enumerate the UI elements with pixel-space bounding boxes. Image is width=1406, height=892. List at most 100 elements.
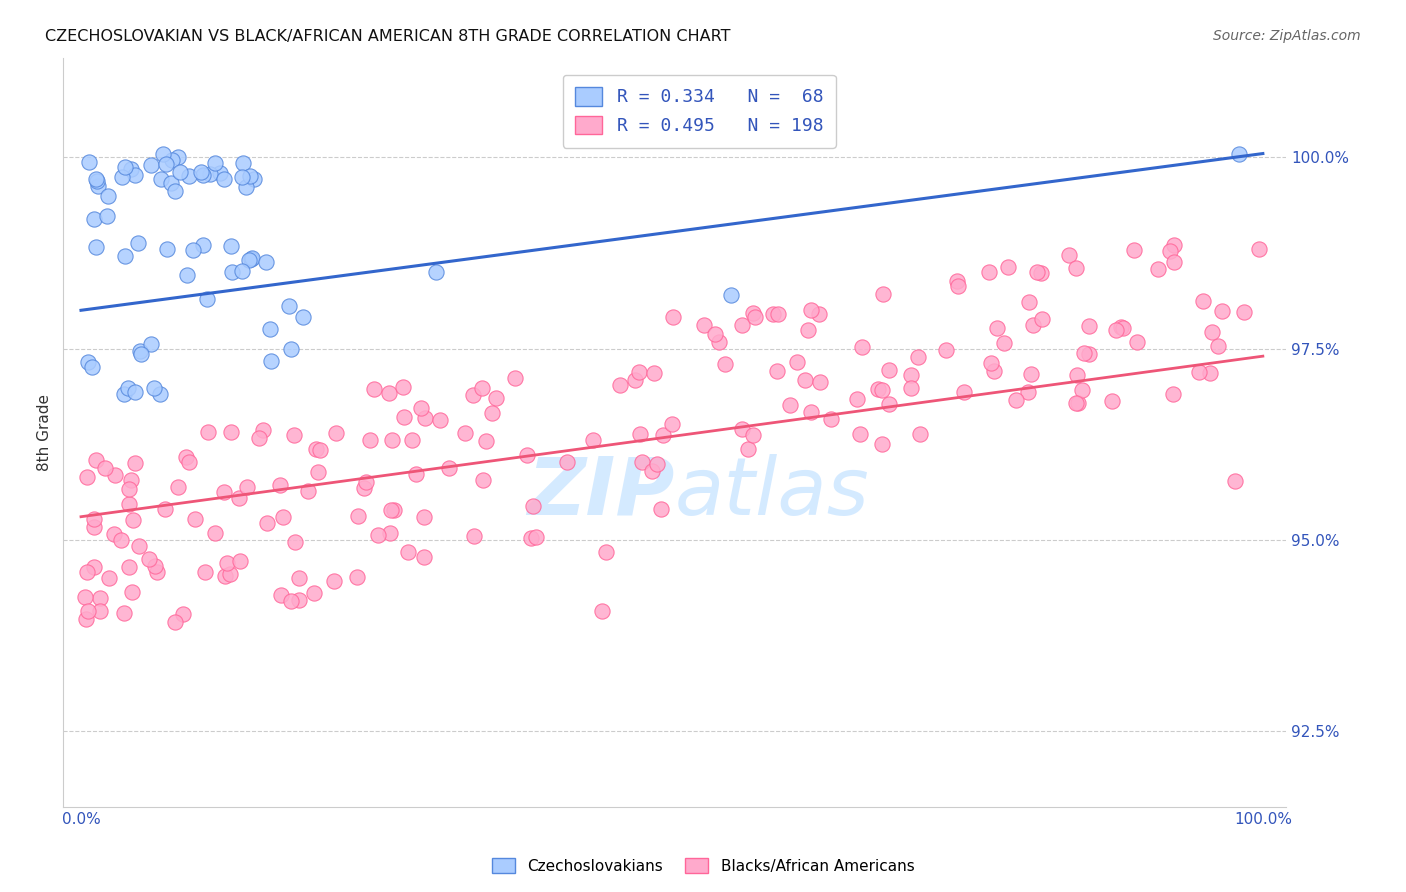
Point [485, 391, 508, 405]
Point [381, 433, 404, 447]
Point [1005, 392, 1028, 407]
Point [1227, 146, 1250, 161]
Point [714, 357, 737, 371]
Point [877, 363, 900, 377]
Point [110, 533, 132, 548]
Point [80, 359, 103, 374]
Point [256, 516, 278, 530]
Point [872, 436, 894, 450]
Point [141, 337, 163, 351]
Point [1021, 367, 1043, 381]
Point [1029, 266, 1052, 280]
Point [662, 310, 685, 325]
Point [520, 531, 543, 545]
Point [631, 455, 654, 469]
Point [907, 350, 929, 364]
Point [138, 552, 160, 566]
Point [177, 455, 200, 469]
Point [231, 264, 253, 278]
Point [149, 171, 172, 186]
Point [437, 461, 460, 475]
Point [820, 412, 842, 426]
Point [522, 499, 544, 513]
Point [204, 156, 226, 170]
Point [645, 457, 668, 471]
Point [200, 167, 222, 181]
Point [204, 526, 226, 541]
Point [155, 242, 177, 256]
Point [176, 268, 198, 282]
Point [392, 380, 415, 394]
Point [524, 530, 547, 544]
Point [104, 468, 127, 483]
Point [453, 425, 475, 440]
Text: CZECHOSLOVAKIAN VS BLACK/AFRICAN AMERICAN 8TH GRADE CORRELATION CHART: CZECHOSLOVAKIAN VS BLACK/AFRICAN AMERICA… [45, 29, 731, 44]
Point [979, 265, 1001, 279]
Point [624, 373, 647, 387]
Point [214, 568, 236, 582]
Point [260, 354, 283, 368]
Point [288, 572, 311, 586]
Point [84, 171, 107, 186]
Point [118, 497, 141, 511]
Point [353, 481, 375, 495]
Point [160, 153, 183, 168]
Point [481, 405, 503, 419]
Point [212, 484, 235, 499]
Point [114, 606, 136, 620]
Point [412, 509, 434, 524]
Point [392, 409, 415, 424]
Point [307, 465, 329, 479]
Point [643, 366, 665, 380]
Point [1017, 384, 1039, 399]
Point [127, 235, 149, 250]
Point [709, 334, 731, 349]
Point [980, 355, 1002, 369]
Point [93, 460, 115, 475]
Point [800, 303, 823, 318]
Point [651, 428, 673, 442]
Point [309, 443, 332, 458]
Point [797, 323, 820, 337]
Point [155, 502, 177, 516]
Point [868, 382, 890, 396]
Text: atlas: atlas [675, 453, 870, 532]
Point [128, 539, 150, 553]
Point [1077, 347, 1099, 361]
Point [986, 321, 1008, 335]
Point [152, 147, 174, 161]
Point [252, 423, 274, 437]
Point [872, 286, 894, 301]
Point [247, 431, 270, 445]
Point [380, 503, 402, 517]
Point [103, 527, 125, 541]
Point [997, 260, 1019, 275]
Point [628, 427, 651, 442]
Point [640, 464, 662, 478]
Point [280, 594, 302, 608]
Point [84, 240, 107, 254]
Point [129, 347, 152, 361]
Point [779, 398, 801, 412]
Point [149, 387, 172, 401]
Point [1109, 319, 1132, 334]
Point [181, 243, 204, 257]
Point [768, 307, 790, 321]
Point [472, 474, 495, 488]
Point [239, 252, 262, 266]
Point [218, 567, 240, 582]
Point [730, 318, 752, 333]
Point [98, 571, 121, 585]
Point [650, 501, 672, 516]
Legend: R = 0.334   N =  68, R = 0.495   N = 198: R = 0.334 N = 68, R = 0.495 N = 198 [562, 75, 837, 147]
Point [167, 150, 190, 164]
Point [953, 385, 976, 400]
Point [167, 479, 190, 493]
Point [75, 612, 97, 626]
Point [165, 185, 187, 199]
Point [229, 554, 252, 568]
Point [1159, 244, 1181, 259]
Point [270, 588, 292, 602]
Point [908, 427, 931, 442]
Point [363, 382, 385, 396]
